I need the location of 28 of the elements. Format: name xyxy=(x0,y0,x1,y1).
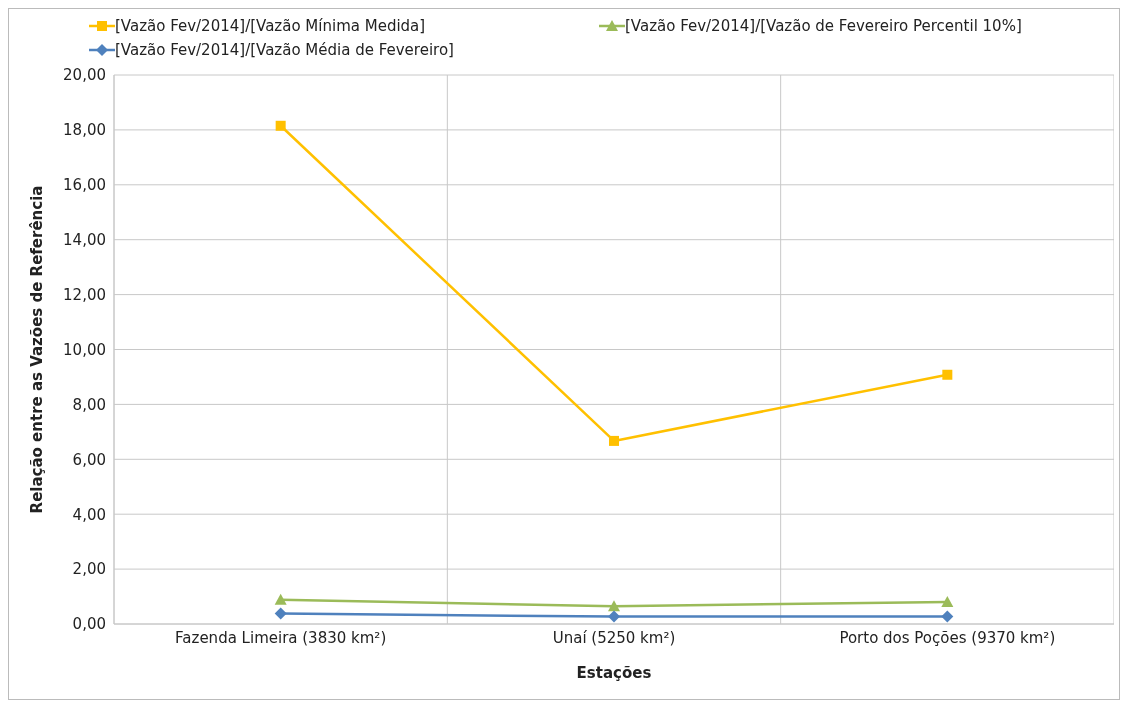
point xyxy=(275,120,286,131)
y-tick-label: 10,00 xyxy=(63,340,106,359)
y-tick-label: 8,00 xyxy=(72,395,106,414)
y-axis-title: Relação entre as Vazões de Referência xyxy=(28,185,47,514)
y-tick-label: 0,00 xyxy=(72,615,106,634)
y-tick-label: 14,00 xyxy=(63,231,106,250)
x-tick-label: Fazenda Limeira (3830 km²) xyxy=(175,628,387,647)
x-tick-label: Unaí (5250 km²) xyxy=(552,628,676,647)
x-axis-title: Estações xyxy=(576,664,652,682)
y-tick-label: 6,00 xyxy=(72,450,106,469)
point xyxy=(941,596,954,608)
point xyxy=(608,600,620,612)
point xyxy=(941,610,954,623)
legend-label: [Vazão Fev/2014]/[Vazão Mínima Medida] xyxy=(115,17,426,35)
point xyxy=(942,369,953,380)
y-tick-label: 18,00 xyxy=(63,121,106,140)
y-tick-label: 4,00 xyxy=(72,505,106,524)
y-tick-label: 16,00 xyxy=(63,176,106,195)
y-tick-label: 12,00 xyxy=(63,285,106,304)
x-tick-label: Porto dos Poções (9370 km²) xyxy=(839,628,1056,647)
point xyxy=(608,610,620,623)
y-tick-label: 20,00 xyxy=(63,66,106,85)
point xyxy=(274,607,287,620)
y-tick-label: 2,00 xyxy=(72,560,106,579)
point xyxy=(274,593,287,605)
point xyxy=(609,435,619,446)
legend-label: [Vazão Fev/2014]/[Vazão de Fevereiro Percentil 10%] xyxy=(625,17,1022,35)
legend-label: [Vazão Fev/2014]/[Vazão Média de Fevereiro] xyxy=(115,41,454,59)
